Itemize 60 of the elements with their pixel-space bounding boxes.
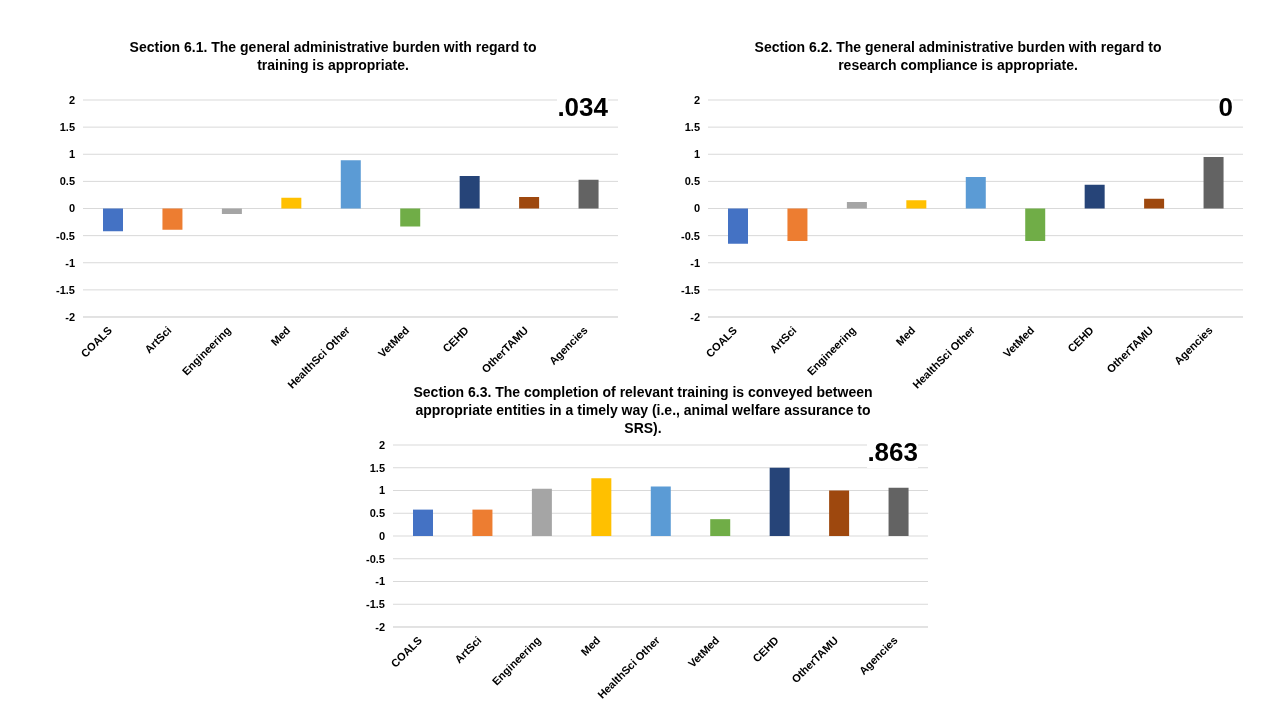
y-tick-label: -1 <box>690 256 700 269</box>
y-tick-label: 1 <box>68 148 75 161</box>
bar <box>340 160 361 209</box>
y-tick-label: -1 <box>65 256 75 269</box>
y-tick-label: 0.5 <box>369 507 385 520</box>
y-tick-label: 1 <box>693 148 700 161</box>
y-tick-label: 0 <box>68 202 75 215</box>
bar <box>281 197 302 209</box>
bar <box>413 509 433 536</box>
bar <box>906 200 927 209</box>
bar <box>472 509 493 536</box>
bar <box>769 467 790 536</box>
bar <box>888 487 909 536</box>
y-tick-label: 2 <box>693 93 700 106</box>
y-tick-label: -0.5 <box>366 552 385 565</box>
bar <box>1203 156 1224 209</box>
bar <box>519 197 540 209</box>
bar <box>710 519 731 536</box>
y-tick-label: 1.5 <box>369 461 385 474</box>
chart-title: Section 6.1. The general administrative burden with regard to training is appropriate. <box>128 38 538 75</box>
y-tick-label: -1 <box>375 575 385 588</box>
bar <box>400 208 421 227</box>
annotation: .034 <box>557 92 608 123</box>
y-tick-label: 1 <box>378 484 385 497</box>
annotation: .863 <box>867 437 918 468</box>
bar <box>650 486 671 536</box>
bar <box>103 208 123 232</box>
bar <box>591 478 612 536</box>
bar <box>1025 208 1046 242</box>
y-tick-label: -2 <box>65 310 75 323</box>
y-tick-label: -0.5 <box>56 229 75 242</box>
bar <box>221 208 242 214</box>
bar <box>965 177 986 209</box>
bar <box>787 208 808 242</box>
chart-title: Section 6.3. The completion of relevant training is conveyed between appropriate entities in a timely way (i.e., animal welfare assurance to SRS). <box>413 383 873 437</box>
bar <box>829 490 850 536</box>
y-tick-label: 0.5 <box>59 175 75 188</box>
y-tick-label: 0 <box>378 529 385 542</box>
bar <box>846 201 867 209</box>
y-tick-label: -0.5 <box>681 229 700 242</box>
y-tick-label: -2 <box>375 620 385 633</box>
y-tick-label: -1.5 <box>681 283 700 296</box>
bar <box>1144 198 1165 209</box>
y-tick-label: -1.5 <box>56 283 75 296</box>
chart-title: Section 6.2. The general administrative burden with regard to research compliance is appropriate. <box>753 38 1163 75</box>
bar <box>459 175 480 209</box>
y-tick-label: 1.5 <box>684 121 700 134</box>
y-tick-label: 1.5 <box>59 121 75 134</box>
bar <box>1084 184 1105 209</box>
bar <box>531 488 552 536</box>
y-tick-label: -2 <box>690 310 700 323</box>
y-tick-label: 0.5 <box>684 175 700 188</box>
y-tick-label: 0 <box>693 202 700 215</box>
y-tick-label: 2 <box>68 93 75 106</box>
annotation: 0 <box>1218 92 1233 123</box>
y-tick-label: -1.5 <box>366 598 385 611</box>
y-tick-label: 2 <box>378 438 385 451</box>
bar <box>162 208 183 230</box>
bar <box>578 179 599 209</box>
bar <box>728 208 748 244</box>
